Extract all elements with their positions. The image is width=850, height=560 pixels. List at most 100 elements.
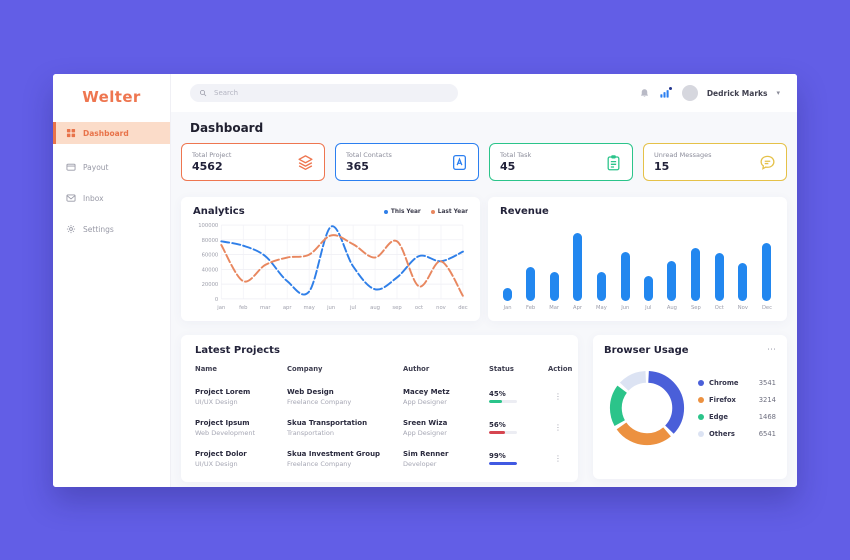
bar-label: Oct	[714, 305, 724, 311]
charts-row: Analytics This Year Last Year 0 20000 40000…	[181, 197, 787, 321]
revenue-bar	[503, 288, 512, 301]
svg-text:oct: oct	[415, 305, 423, 311]
sidebar-nav: Dashboard Payout Inbox Settings	[53, 122, 170, 240]
browser-name: Others	[709, 429, 735, 438]
bar-column: Feb	[526, 219, 535, 311]
browser-count: 3541	[758, 378, 776, 387]
notification-dot	[668, 86, 672, 90]
project-name-cell: Project Dolor UI/UX Design	[195, 450, 287, 468]
status-cell: 56%	[489, 421, 548, 434]
svg-text:feb: feb	[239, 305, 248, 311]
legend-dot-icon	[383, 209, 388, 214]
progress-fill	[489, 431, 505, 434]
column-header-company: Company	[287, 365, 323, 373]
sidebar-item-payout[interactable]: Payout	[53, 156, 170, 178]
sidebar-item-settings[interactable]: Settings	[53, 218, 170, 240]
svg-text:may: may	[303, 305, 314, 311]
sidebar: Welter Dashboard Payout Inbox Settings	[53, 74, 171, 487]
column-header-author: Author	[403, 365, 430, 373]
bar-label: Mar	[549, 305, 560, 311]
svg-text:apr: apr	[283, 305, 293, 311]
legend-dot-icon	[430, 209, 435, 214]
author-cell: Sreen Wiza App Designer	[403, 419, 489, 437]
stat-value: 15	[654, 160, 670, 173]
search-input[interactable]	[212, 88, 449, 98]
company-cell: Skua Transportation Transportation	[287, 419, 403, 437]
progress-bar	[489, 462, 517, 465]
analytics-chart: 0 20000 40000 60000 80000 100000 jan feb mar apr m…	[193, 219, 468, 315]
analytics-card: Analytics This Year Last Year 0 20000 40000…	[181, 197, 480, 321]
dashboard-content: Dashboard Total Project 4562 Total Contact…	[171, 112, 797, 487]
chat-icon	[759, 154, 776, 171]
revenue-chart: Jan Feb Mar Apr May Jun Jul Aug Sep Oct Nov Dec	[500, 219, 775, 311]
browser-donut-wrap: Chrome 3541 Firefox 3214 Edge 1468 Others 6541	[604, 365, 776, 451]
bar-column: Nov	[738, 219, 748, 311]
revenue-card: Revenue Jan Feb Mar Apr May Jun Jul Aug Sep Oct No…	[488, 197, 787, 321]
browser-name: Edge	[709, 412, 728, 421]
bar-column: Jan	[503, 219, 512, 311]
legend-label: Last Year	[437, 208, 468, 215]
search-icon	[199, 89, 207, 97]
row-actions-button[interactable]: ⋮	[554, 423, 562, 432]
stats-icon[interactable]	[659, 86, 672, 99]
revenue-bar	[714, 252, 724, 301]
bar-column: Jun	[620, 219, 630, 311]
svg-text:100000: 100000	[198, 223, 218, 229]
status-percent: 56%	[489, 421, 506, 429]
status-cell: 99%	[489, 452, 548, 465]
project-name-cell-main: Project Lorem	[195, 387, 251, 396]
company-cell: Web Design Freelance Company	[287, 388, 403, 406]
bell-icon[interactable]	[639, 88, 650, 99]
user-name[interactable]: Dedrick Marks	[706, 88, 768, 98]
bar-label: May	[596, 305, 607, 311]
clipboard-icon	[605, 154, 622, 171]
status-percent: 99%	[489, 452, 506, 460]
bar-label: Jun	[621, 305, 630, 311]
svg-text:60000: 60000	[202, 253, 219, 259]
column-header-name: Name	[195, 365, 217, 373]
bar-column: Jul	[643, 219, 653, 311]
more-options-icon[interactable]: ⋯	[767, 345, 776, 355]
author-cell-main: Macey Metz	[403, 387, 450, 396]
svg-text:aug: aug	[370, 305, 380, 311]
latest-projects-card: Latest Projects Name Company Author Status A…	[181, 335, 578, 482]
bar-column: Sep	[691, 219, 701, 311]
topbar-actions: Dedrick Marks ▾	[639, 85, 780, 101]
browser-name: Firefox	[709, 395, 736, 404]
page-title: Dashboard	[190, 121, 264, 135]
layers-icon	[297, 154, 314, 171]
bar-label: Nov	[737, 305, 748, 311]
revenue-bar	[691, 248, 701, 301]
analytics-title: Analytics	[193, 206, 245, 217]
analytics-card-head: Analytics This Year Last Year	[193, 206, 468, 217]
revenue-bar	[620, 252, 630, 301]
avatar[interactable]	[681, 85, 698, 101]
svg-text:40000: 40000	[202, 267, 219, 273]
project-name-cell: Project Lorem UI/UX Design	[195, 388, 287, 406]
browser-usage-card: Browser Usage ⋯ Chrome 3541 Firefox 3214 Edg…	[593, 335, 787, 479]
browser-usage-title: Browser Usage	[604, 345, 689, 356]
svg-text:0: 0	[215, 297, 218, 303]
stat-text: Total Project 4562	[192, 151, 232, 173]
analytics-legend: This Year Last Year	[383, 208, 468, 215]
stat-card: Total Contacts 365	[335, 143, 479, 181]
revenue-title: Revenue	[500, 206, 549, 217]
main-area: Dedrick Marks ▾ Dashboard Total Project4…	[171, 74, 797, 487]
revenue-bar	[596, 272, 606, 301]
column-header-action: Action	[548, 365, 573, 373]
sidebar-item-label: Payout	[83, 162, 109, 172]
latest-projects-title: Latest Projects	[195, 345, 280, 356]
chevron-down-icon[interactable]: ▾	[776, 89, 780, 97]
row-actions-button[interactable]: ⋮	[554, 454, 562, 463]
bar-label: Feb	[526, 305, 536, 311]
row-actions-button[interactable]: ⋮	[554, 392, 562, 401]
column-header-status: Status	[489, 365, 514, 373]
stat-card: Unread Messages 15	[643, 143, 787, 181]
author-cell-sub: Developer	[403, 459, 437, 468]
envelope-icon	[66, 193, 76, 203]
search-box[interactable]	[190, 84, 458, 102]
sidebar-item-inbox[interactable]: Inbox	[53, 187, 170, 209]
revenue-bar	[573, 232, 583, 301]
sidebar-item-dashboard[interactable]: Dashboard	[53, 122, 170, 144]
bar-label: Sep	[690, 305, 701, 311]
